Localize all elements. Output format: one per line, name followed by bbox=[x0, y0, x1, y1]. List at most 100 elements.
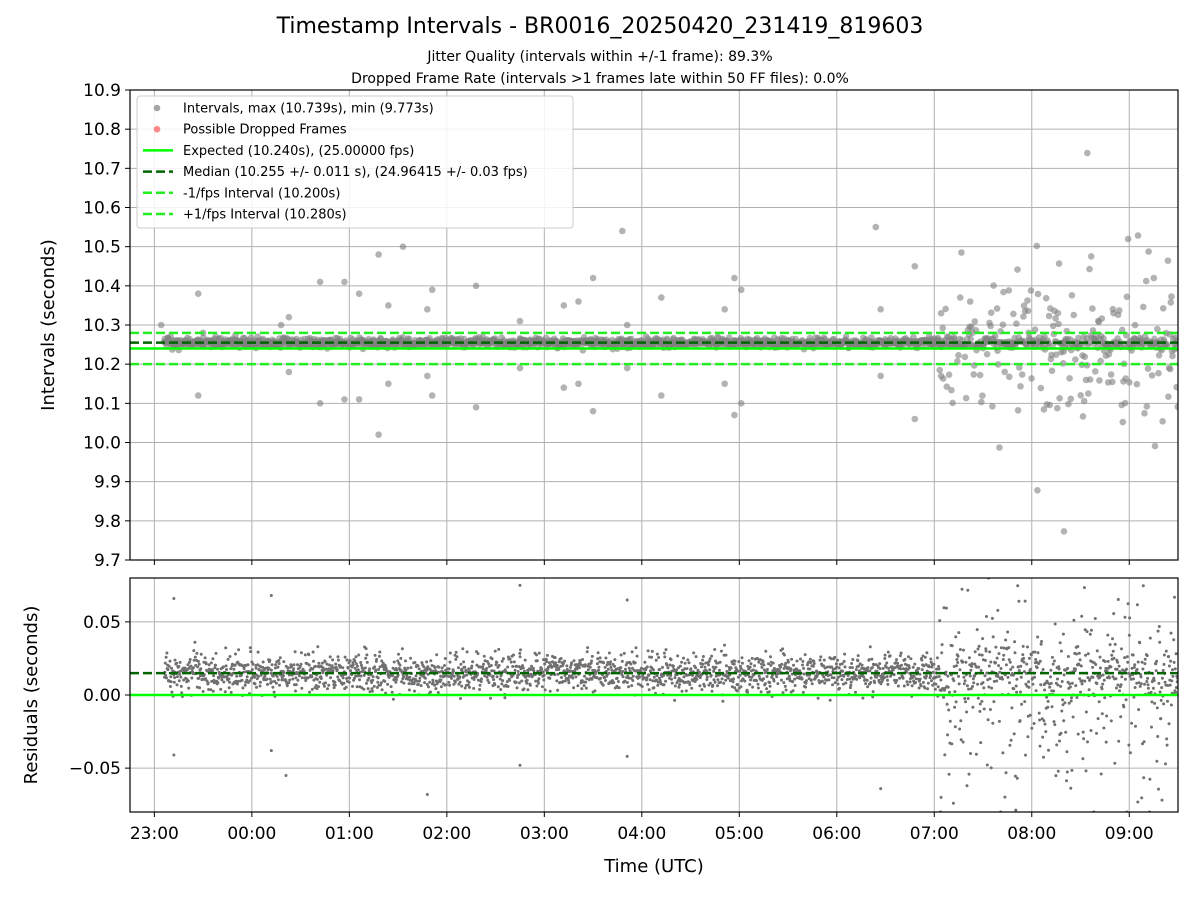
residual-point bbox=[676, 654, 680, 658]
residual-point bbox=[328, 663, 331, 667]
residual-point bbox=[338, 664, 342, 668]
interval-outlier-point bbox=[731, 274, 738, 282]
residual-point bbox=[177, 679, 181, 683]
interval-outlier-point bbox=[194, 392, 202, 399]
residual-point bbox=[640, 685, 644, 688]
residual-point bbox=[542, 673, 546, 677]
residual-point bbox=[482, 654, 486, 658]
residual-point bbox=[886, 650, 890, 654]
residual-point bbox=[273, 666, 277, 670]
residual-point bbox=[518, 655, 522, 659]
residual-point bbox=[379, 681, 383, 685]
residual-point bbox=[425, 683, 429, 686]
residual-point bbox=[459, 662, 463, 666]
interval-point bbox=[949, 399, 956, 407]
interval-point bbox=[1045, 312, 1053, 320]
interval-outlier-point bbox=[560, 384, 568, 391]
residual-point bbox=[782, 681, 786, 685]
residual-point bbox=[1146, 683, 1150, 687]
residual-point bbox=[178, 672, 182, 676]
residual-point bbox=[898, 654, 902, 658]
residual-point bbox=[408, 675, 412, 679]
residual-point bbox=[480, 677, 483, 681]
residual-point bbox=[919, 684, 923, 688]
residual-point bbox=[490, 669, 494, 673]
residual-point bbox=[758, 658, 762, 662]
residual-point bbox=[400, 680, 404, 684]
residual-point bbox=[1113, 761, 1117, 765]
interval-point bbox=[1052, 315, 1059, 322]
residual-point bbox=[204, 662, 208, 666]
residual-point bbox=[1009, 738, 1013, 742]
residual-point bbox=[1143, 662, 1147, 666]
residual-point bbox=[967, 656, 971, 660]
residual-point bbox=[876, 673, 880, 677]
residual-point bbox=[895, 678, 899, 682]
residual-point bbox=[655, 652, 659, 656]
residual-point bbox=[313, 664, 317, 668]
residual-point bbox=[695, 677, 699, 681]
residual-point bbox=[690, 686, 694, 690]
residual-point bbox=[621, 675, 625, 679]
residual-point bbox=[525, 681, 529, 685]
residual-point bbox=[399, 656, 403, 660]
residual-point bbox=[682, 675, 686, 679]
residual-point bbox=[590, 677, 594, 681]
residual-point bbox=[662, 673, 666, 677]
residual-point bbox=[534, 679, 538, 683]
residual-point bbox=[1023, 599, 1027, 603]
residual-point bbox=[738, 673, 742, 677]
residual-point bbox=[1007, 658, 1011, 662]
residual-point bbox=[944, 670, 948, 674]
interval-outlier-point bbox=[911, 262, 919, 270]
residual-point bbox=[835, 665, 839, 669]
top-y-tick-label: 10.7 bbox=[83, 159, 121, 179]
residual-point bbox=[324, 681, 328, 685]
residual-point bbox=[378, 650, 382, 654]
residual-point bbox=[336, 655, 340, 659]
residual-point bbox=[645, 665, 649, 669]
residual-point bbox=[1119, 683, 1123, 687]
residual-point bbox=[896, 684, 900, 688]
residual-point bbox=[1145, 654, 1149, 658]
residual-point bbox=[655, 674, 659, 678]
residual-point bbox=[294, 689, 297, 693]
residual-point bbox=[1017, 669, 1021, 673]
residual-point bbox=[753, 664, 756, 668]
residual-point bbox=[906, 683, 910, 687]
residual-point bbox=[630, 684, 634, 688]
residual-point bbox=[726, 676, 730, 680]
residual-point bbox=[351, 663, 355, 667]
residual-point bbox=[270, 663, 274, 667]
residual-point bbox=[708, 681, 712, 685]
residual-point bbox=[713, 648, 717, 651]
residual-point bbox=[954, 635, 958, 639]
residual-point bbox=[404, 668, 408, 672]
residual-point bbox=[1001, 677, 1004, 681]
interval-point bbox=[1054, 309, 1062, 317]
residual-point bbox=[787, 674, 791, 678]
residual-point bbox=[990, 686, 994, 690]
residual-point bbox=[704, 668, 708, 672]
residual-point bbox=[751, 668, 755, 672]
residual-point bbox=[520, 679, 524, 683]
residual-point bbox=[698, 684, 702, 688]
residual-point bbox=[287, 681, 291, 685]
residual-point bbox=[799, 657, 802, 661]
interval-point bbox=[939, 324, 946, 332]
residual-point bbox=[642, 676, 646, 680]
residual-point bbox=[779, 678, 783, 682]
residual-point bbox=[971, 677, 975, 681]
residual-point bbox=[869, 681, 873, 684]
residual-point bbox=[554, 661, 558, 665]
residual-point bbox=[1040, 640, 1043, 643]
residual-point bbox=[736, 683, 740, 687]
residual-point bbox=[620, 659, 624, 663]
legend-entry: Median (10.255 +/- 0.011 s), (24.96415 +… bbox=[183, 165, 528, 180]
residual-point bbox=[656, 683, 660, 687]
residual-point bbox=[540, 667, 544, 671]
residual-point bbox=[499, 688, 503, 691]
residual-outlier-point bbox=[518, 583, 522, 587]
residual-point bbox=[366, 687, 370, 691]
residual-point bbox=[899, 667, 903, 671]
